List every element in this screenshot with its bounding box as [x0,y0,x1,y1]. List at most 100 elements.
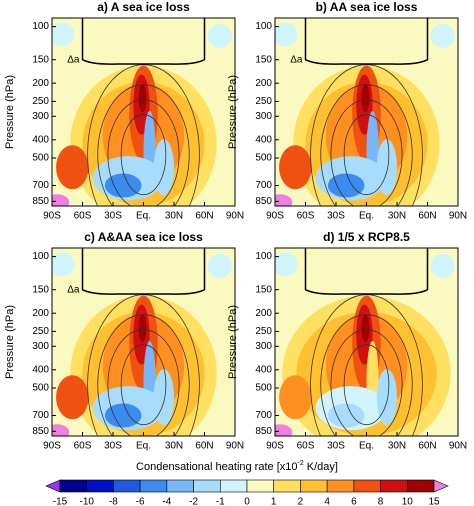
y-axis-label: Pressure (hPa) [4,305,16,379]
x-tick-label: 90N [449,211,467,222]
x-tick-label: 60S [297,211,315,222]
x-tick-label: 90S [266,441,284,452]
colorbar-tick-label: 0 [244,497,250,506]
x-tick-label: 90N [226,211,244,222]
colorbar-box [353,479,381,493]
colorbar-label: Condensational heating rate [x10-2 K/day… [136,460,338,473]
x-tick-label: 60S [74,441,92,452]
colorbar-box [113,479,141,493]
field-region [52,424,70,436]
y-tick-label: 850 [32,196,49,207]
contour-field [52,18,235,206]
y-tick-label: 100 [255,251,272,262]
colorbar-box [406,479,435,493]
field-region [52,252,75,277]
y-tick-label: 700 [255,180,272,191]
y-tick-label: 500 [255,153,272,164]
colorbar-box [326,479,355,493]
x-tick-label: 90N [226,441,244,452]
x-tick-label: 60N [418,211,436,222]
field-region [52,194,70,206]
field-region [361,84,370,113]
field-region [56,145,89,190]
x-tick-label: 30S [327,211,345,222]
panel-title: b) AA sea ice loss [316,0,418,14]
y-tick-label: 100 [32,251,49,262]
y-tick-label: 250 [255,96,272,107]
contour-field [275,248,458,436]
field-region [153,369,174,426]
y-tick-label: 150 [255,54,272,65]
contour-line [107,99,180,206]
contour-line [120,344,167,426]
panel-title: c) A&AA sea ice loss [84,230,203,244]
colorbar-box [380,479,408,493]
x-tick-label: 90S [266,211,284,222]
x-tick-label: 30S [104,211,122,222]
colorbar-box [86,479,114,493]
colorbar-tick-label: -6 [136,497,145,506]
field-region [376,369,398,426]
field-region [207,253,232,278]
contour-line [120,114,167,196]
field-region [138,84,147,113]
x-tick-label: Eq. [136,211,151,222]
y-tick-label: 500 [255,383,272,394]
field-region [275,22,298,47]
x-tick-label: 90S [43,211,61,222]
contour-line [304,18,429,65]
colorbar-tick-label: 4 [324,497,330,506]
colorbar-tick-label: 1 [271,497,277,506]
contour-line [320,314,413,436]
field-region [207,23,232,48]
field-region [376,139,398,196]
y-tick-label: 300 [32,111,49,122]
y-tick-label: 250 [32,96,49,107]
field-region [104,403,142,428]
contour-field [52,248,235,436]
panel-title: a) A sea ice loss [97,0,190,14]
y-tick-label: 250 [32,326,49,337]
x-tick-label: 60N [195,441,213,452]
y-axis-label: Pressure (hPa) [4,75,16,149]
y-tick-label: 100 [255,21,272,32]
field-region [104,173,142,198]
y-tick-label: 850 [255,426,272,437]
y-tick-label: 200 [32,78,49,89]
colorbar-tick-label: -8 [109,497,118,506]
x-tick-label: 30N [165,211,183,222]
x-tick-label: 30N [388,211,406,222]
colorbar-end [433,479,449,493]
colorbar-box [219,479,248,493]
y-tick-label: 700 [32,180,49,191]
field-region [275,194,293,206]
y-tick-label: 300 [255,111,272,122]
contour-line [343,114,390,196]
contour-line [304,248,429,295]
colorbar-label-part: Condensational heating rate [x10 [136,461,297,473]
colorbar-box [59,479,88,493]
field-region [327,173,365,198]
y-tick-label: 250 [255,326,272,337]
annotation: Δa [290,54,303,65]
x-tick-label: Eq. [136,441,151,452]
y-tick-label: 400 [32,134,49,145]
y-tick-label: 850 [32,426,49,437]
colorbar-box [193,479,221,493]
field-region [279,145,312,190]
contour-line [107,329,180,436]
colorbar-tick-label: 10 [402,497,414,506]
x-tick-label: 90N [449,441,467,452]
panel-title: d) 1/5 x RCP8.5 [323,230,410,244]
contour-line [97,314,190,436]
colorbar-tick-label: -4 [162,497,171,506]
field-region [361,314,370,343]
y-tick-label: 500 [32,153,49,164]
y-tick-label: 300 [255,341,272,352]
colorbar-tick-label: -10 [79,497,94,506]
y-axis-label: Pressure (hPa) [227,75,239,149]
y-tick-label: 500 [32,383,49,394]
y-tick-label: 150 [255,284,272,295]
x-tick-label: 60S [74,211,92,222]
field-region [56,375,89,420]
